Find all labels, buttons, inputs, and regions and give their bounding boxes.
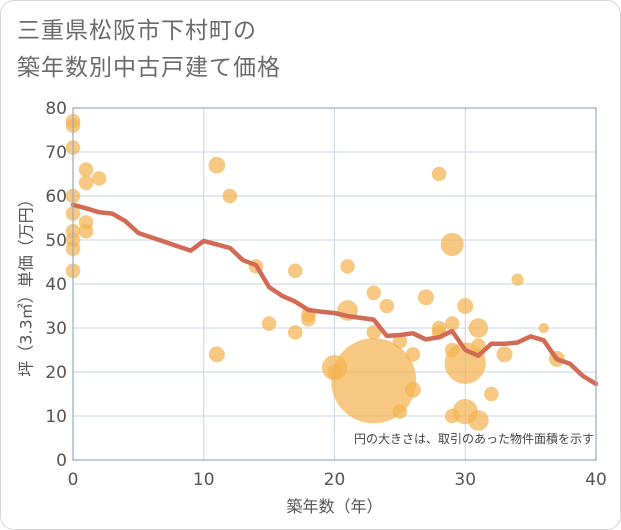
chart-title-line-2: 築年数別中古戸建て価格 bbox=[17, 55, 281, 81]
y-tick-label-80: 80 bbox=[45, 99, 67, 119]
chart-title: 三重県松阪市下村町の 築年数別中古戸建て価格 bbox=[17, 13, 397, 87]
data-bubble-25 bbox=[340, 259, 355, 274]
y-tick-label-30: 30 bbox=[45, 319, 67, 339]
data-bubble-32 bbox=[392, 404, 408, 419]
data-bubble-50 bbox=[496, 346, 513, 363]
data-bubble-10 bbox=[78, 175, 94, 191]
data-bubble-16 bbox=[222, 188, 238, 204]
data-bubble-14 bbox=[208, 156, 226, 174]
data-bubble-48 bbox=[468, 410, 489, 431]
data-bubble-40 bbox=[444, 316, 460, 331]
data-bubble-30 bbox=[379, 298, 395, 314]
x-axis-label: 築年数（年） bbox=[286, 497, 382, 516]
y-tick-label-70: 70 bbox=[45, 143, 67, 163]
y-tick-label-20: 20 bbox=[45, 363, 67, 383]
bubble-size-note: 円の大きさは、取引のあった物件面積を示す bbox=[354, 431, 594, 446]
data-bubble-52 bbox=[538, 322, 549, 334]
data-bubble-51 bbox=[511, 273, 524, 286]
data-bubble-9 bbox=[78, 162, 94, 177]
data-bubble-47 bbox=[471, 338, 486, 353]
data-bubble-28 bbox=[366, 325, 382, 340]
y-tick-label-60: 60 bbox=[45, 187, 67, 207]
y-axis-ticks: 0 10 20 30 40 50 60 70 80 bbox=[45, 99, 67, 471]
x-tick-label-40: 40 bbox=[585, 470, 607, 490]
x-tick-label-20: 20 bbox=[324, 470, 346, 490]
data-bubble-43 bbox=[457, 298, 474, 314]
x-tick-label-30: 30 bbox=[454, 470, 476, 490]
y-axis-label: 坪（3.3㎡）単価（万円） bbox=[17, 191, 36, 376]
data-bubble-46 bbox=[468, 318, 489, 338]
data-bubble-35 bbox=[418, 289, 435, 306]
bubble-series bbox=[65, 113, 565, 431]
data-bubble-31 bbox=[392, 333, 408, 349]
data-bubble-27 bbox=[366, 285, 382, 301]
data-bubble-15 bbox=[208, 346, 225, 363]
data-bubble-22 bbox=[301, 311, 316, 327]
y-tick-label-0: 0 bbox=[56, 451, 67, 471]
data-bubble-39 bbox=[440, 232, 464, 256]
data-bubble-49 bbox=[484, 386, 499, 402]
data-bubble-18 bbox=[261, 316, 277, 331]
x-axis-ticks: 0 10 20 30 40 bbox=[68, 470, 607, 490]
data-bubble-13 bbox=[91, 171, 107, 186]
trend-line-series bbox=[70, 202, 599, 387]
y-tick-label-50: 50 bbox=[45, 231, 67, 251]
data-bubble-36 bbox=[431, 166, 447, 182]
data-bubble-12 bbox=[78, 223, 94, 239]
data-bubble-19 bbox=[287, 263, 303, 279]
plot-area-frame bbox=[72, 107, 597, 461]
chart-title-line-1: 三重県松阪市下村町の bbox=[17, 18, 257, 44]
y-tick-label-40: 40 bbox=[45, 275, 67, 295]
data-bubble-20 bbox=[287, 325, 303, 340]
data-bubble-29 bbox=[331, 338, 417, 424]
x-tick-label-10: 10 bbox=[193, 470, 215, 490]
y-tick-label-10: 10 bbox=[45, 407, 67, 427]
data-bubble-33 bbox=[405, 347, 421, 362]
data-bubble-34 bbox=[404, 381, 421, 398]
trend-line bbox=[70, 202, 599, 387]
x-tick-label-0: 0 bbox=[68, 470, 79, 490]
